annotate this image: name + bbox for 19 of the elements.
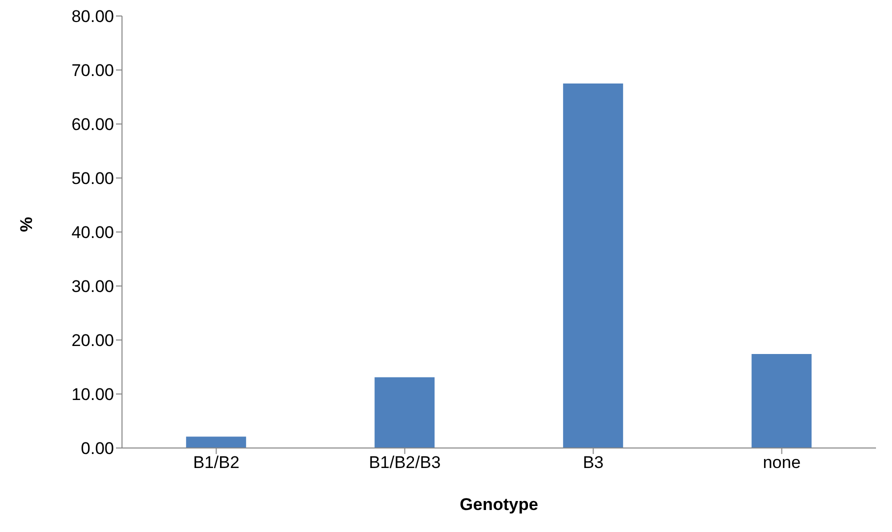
x-tick-label: B3 bbox=[582, 453, 604, 472]
x-tick-label: none bbox=[762, 453, 801, 472]
y-axis-title: % bbox=[17, 216, 36, 232]
bar bbox=[186, 436, 246, 448]
y-tick-label: 50.00 bbox=[71, 169, 114, 188]
x-tick-label: B1/B2/B3 bbox=[368, 453, 441, 472]
x-tick-label: B1/B2 bbox=[193, 453, 240, 472]
y-tick-label: 80.00 bbox=[71, 7, 114, 26]
y-tick-label: 30.00 bbox=[71, 277, 114, 296]
y-tick-label: 20.00 bbox=[71, 331, 114, 350]
bar bbox=[752, 354, 812, 448]
x-axis-title: Genotype bbox=[460, 495, 538, 514]
y-tick-label: 70.00 bbox=[71, 61, 114, 80]
y-tick-label: 0.00 bbox=[80, 439, 114, 458]
bar bbox=[563, 84, 624, 448]
bar bbox=[374, 377, 435, 448]
y-tick-label: 40.00 bbox=[71, 223, 114, 242]
y-tick-label: 10.00 bbox=[71, 385, 114, 404]
y-tick-label: 60.00 bbox=[71, 115, 114, 134]
